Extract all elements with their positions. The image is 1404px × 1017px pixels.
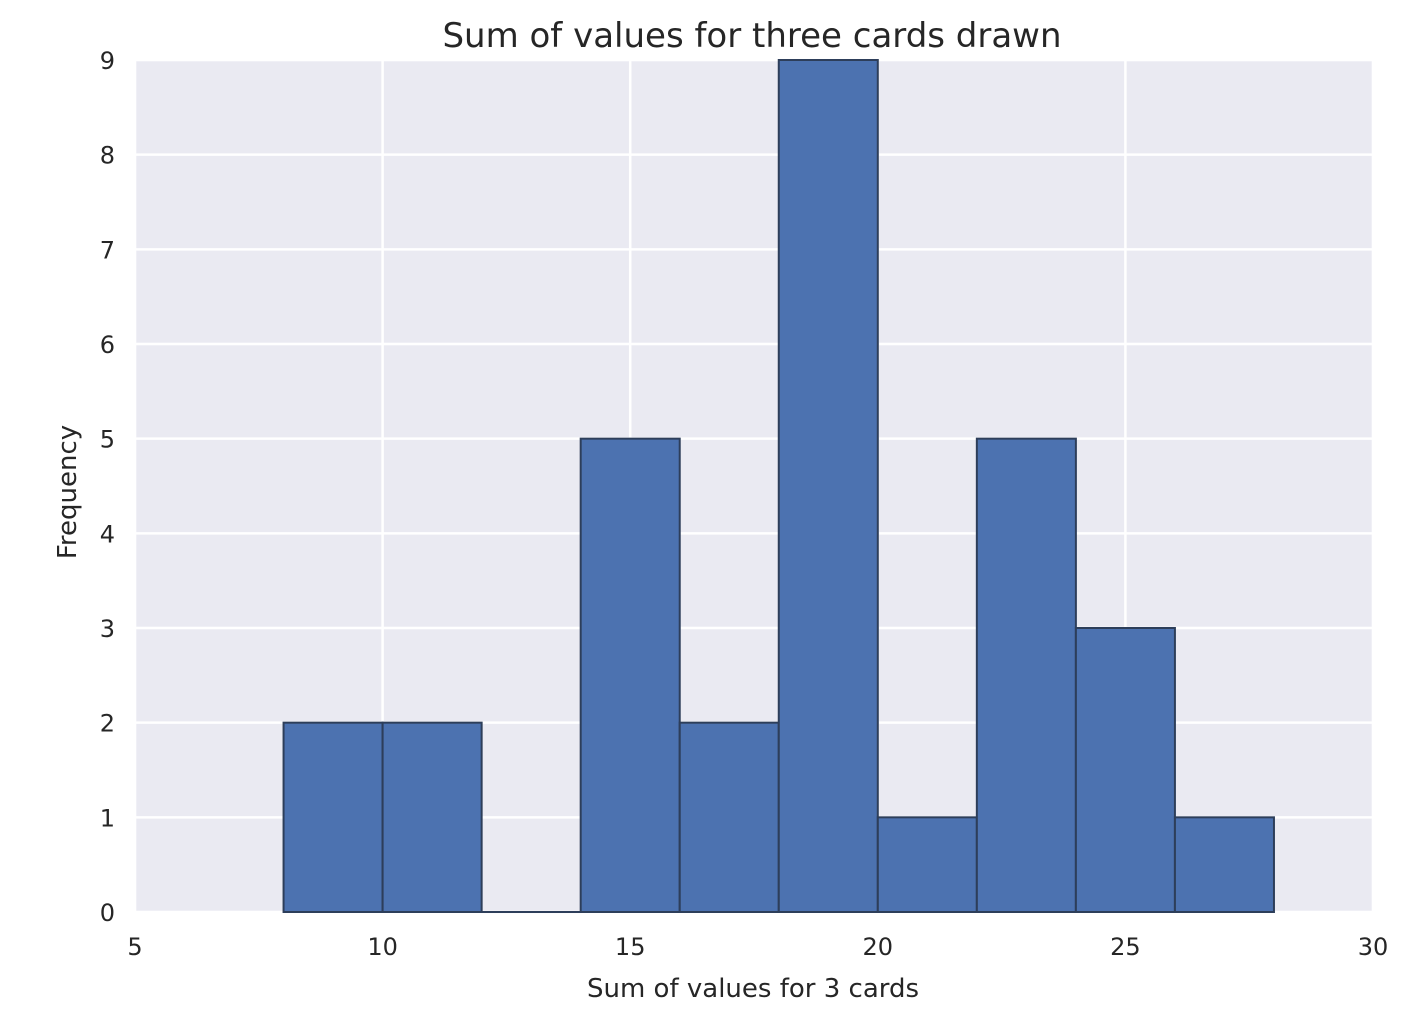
y-tick-label: 3 <box>100 615 115 643</box>
y-tick-label: 4 <box>100 520 115 548</box>
x-tick-label: 25 <box>1110 933 1141 961</box>
y-tick-label: 9 <box>100 47 115 75</box>
y-tick-label: 6 <box>100 331 115 359</box>
y-tick-label: 8 <box>100 142 115 170</box>
x-tick-label: 10 <box>367 933 398 961</box>
histogram-bar <box>878 817 977 912</box>
y-axis-label: Frequency <box>53 425 83 559</box>
x-tick-label: 20 <box>863 933 894 961</box>
x-tick-label: 5 <box>127 933 142 961</box>
histogram-bar <box>977 439 1076 912</box>
y-tick-label: 5 <box>100 426 115 454</box>
histogram-bar <box>1076 628 1175 912</box>
histogram-bar <box>680 723 779 912</box>
x-axis-label: Sum of values for 3 cards <box>587 974 919 1004</box>
histogram-bar <box>581 439 680 912</box>
chart-title: Sum of values for three cards drawn <box>442 16 1061 56</box>
x-tick-labels: 5 10 15 20 25 30 <box>127 933 1388 961</box>
y-tick-label: 0 <box>100 899 115 927</box>
histogram-bar <box>779 60 878 912</box>
histogram-bar <box>383 723 482 912</box>
x-tick-label: 30 <box>1358 933 1389 961</box>
histogram-bar <box>1175 817 1274 912</box>
y-tick-labels: 0 1 2 3 4 5 6 7 8 9 <box>100 47 115 927</box>
y-tick-label: 1 <box>100 804 115 832</box>
y-tick-label: 2 <box>100 710 115 738</box>
histogram-bar <box>284 723 383 912</box>
y-tick-label: 7 <box>100 236 115 264</box>
x-tick-label: 15 <box>615 933 646 961</box>
